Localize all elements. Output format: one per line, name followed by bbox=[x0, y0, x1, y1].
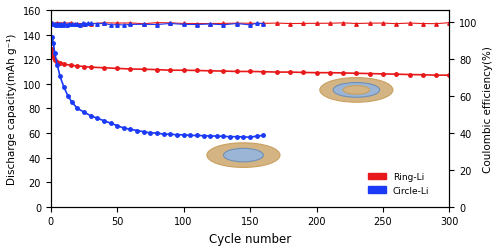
Ellipse shape bbox=[320, 78, 393, 103]
Ellipse shape bbox=[343, 86, 369, 95]
Y-axis label: Discharge capacity(mAh g⁻¹): Discharge capacity(mAh g⁻¹) bbox=[7, 34, 17, 184]
Ellipse shape bbox=[333, 83, 380, 98]
X-axis label: Cycle number: Cycle number bbox=[209, 232, 291, 245]
Legend: Ring-Li, Circle-Li: Ring-Li, Circle-Li bbox=[364, 169, 433, 199]
Ellipse shape bbox=[224, 149, 264, 162]
Y-axis label: Coulombic efficiency(%): Coulombic efficiency(%) bbox=[483, 46, 493, 172]
Ellipse shape bbox=[207, 143, 280, 168]
